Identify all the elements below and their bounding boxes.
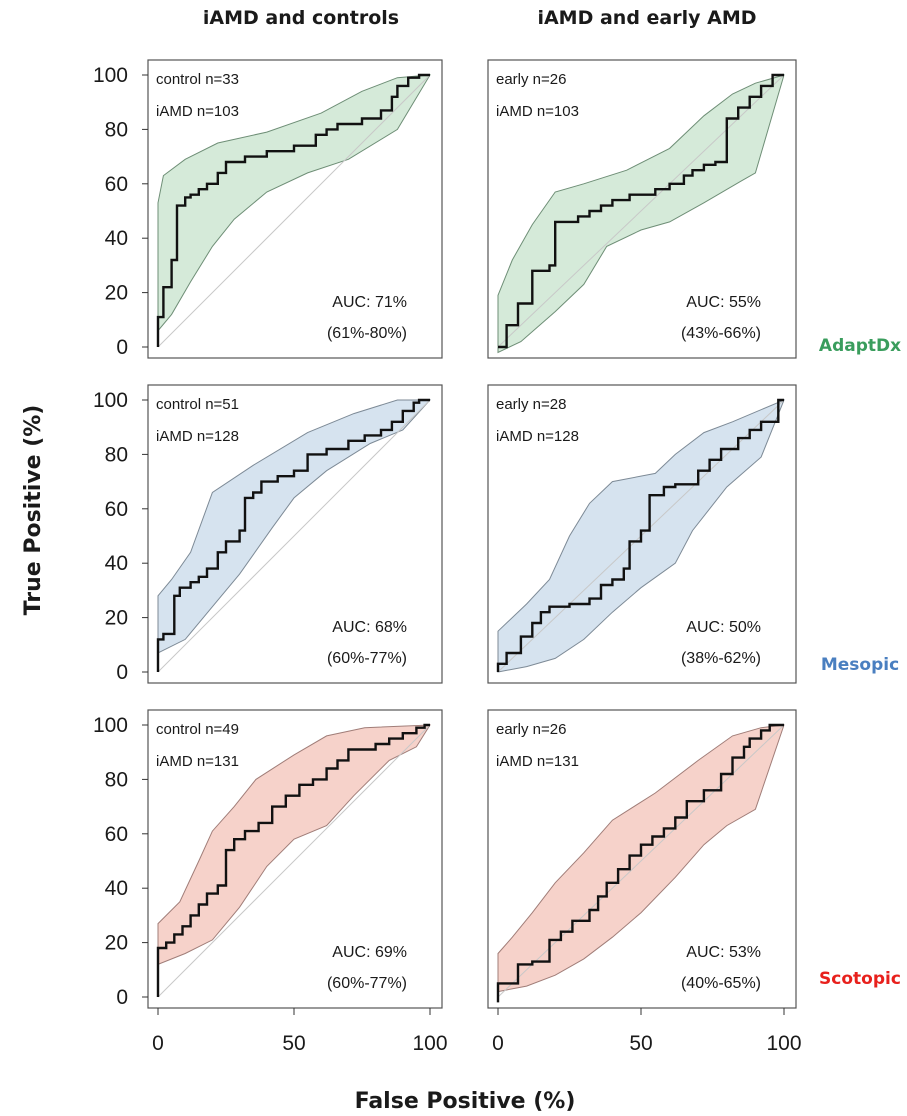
y-tick-label: 40 [105, 552, 128, 575]
y-tick-label: 80 [105, 768, 128, 791]
auc-label: AUC: 55% [686, 294, 761, 311]
roc-curve [496, 398, 784, 672]
iamd-count-label: iAMD n=103 [156, 103, 239, 120]
iamd-count-label: iAMD n=128 [156, 428, 239, 445]
group-count-label: early n=26 [496, 721, 566, 738]
auc-ci-label: (43%-66%) [681, 325, 761, 342]
x-tick-label: 100 [766, 1032, 801, 1055]
roc-curve [156, 73, 430, 347]
group-count-label: control n=49 [156, 721, 239, 738]
panels: control n=33 iAMD n=103 AUC: 71% (61%-80%) 0… [93, 59, 802, 1055]
chance-diagonal [157, 724, 431, 998]
chance-diagonal [497, 74, 785, 348]
chance-diagonal [497, 724, 785, 998]
auc-label: AUC: 68% [332, 619, 407, 636]
x-tick-label: 0 [152, 1032, 164, 1055]
auc-label: AUC: 53% [686, 944, 761, 961]
y-tick-label: 0 [116, 661, 128, 684]
row-label-adaptdx: AdaptDx [819, 336, 901, 356]
auc-label: AUC: 71% [332, 294, 407, 311]
row-label-scotopic: Scotopic [819, 969, 901, 989]
iamd-count-label: iAMD n=131 [156, 753, 239, 770]
column-title-controls: iAMD and controls [203, 7, 399, 29]
group-count-label: control n=51 [156, 396, 239, 413]
confidence-band [157, 724, 431, 966]
roc-panel: early n=28 iAMD n=128 AUC: 50% (38%-62%) [487, 384, 797, 684]
x-tick-label: 50 [282, 1032, 305, 1055]
roc-panel: control n=33 iAMD n=103 AUC: 71% (61%-80%) 0… [93, 59, 443, 359]
auc-ci-label: (60%-77%) [327, 975, 407, 992]
y-tick-label: 0 [116, 336, 128, 359]
iamd-count-label: iAMD n=128 [496, 428, 579, 445]
roc-curve [156, 398, 430, 672]
auc-ci-label: (61%-80%) [327, 325, 407, 342]
row-label-mesopic: Mesopic [821, 655, 899, 675]
group-count-label: control n=33 [156, 71, 239, 88]
y-tick-label: 100 [93, 714, 128, 737]
y-tick-label: 40 [105, 877, 128, 900]
y-tick-label: 100 [93, 389, 128, 412]
auc-label: AUC: 50% [686, 619, 761, 636]
confidence-band [497, 74, 785, 354]
y-tick-label: 20 [105, 932, 128, 955]
roc-panel: control n=51 iAMD n=128 AUC: 68% (60%-77%) 0… [93, 384, 443, 684]
roc-curve [498, 73, 784, 349]
x-tick-label: 100 [412, 1032, 447, 1055]
y-tick-label: 60 [105, 823, 128, 846]
roc-curve [496, 723, 784, 1003]
iamd-count-label: iAMD n=103 [496, 103, 579, 120]
roc-panel: early n=26 iAMD n=103 AUC: 55% (43%-66%) [487, 59, 797, 359]
confidence-band [497, 724, 785, 993]
y-tick-label: 60 [105, 498, 128, 521]
roc-panel: early n=26 iAMD n=131 AUC: 53% (40%-65%) 0 50… [487, 709, 802, 1055]
y-tick-label: 100 [93, 64, 128, 87]
auc-ci-label: (40%-65%) [681, 975, 761, 992]
group-count-label: early n=26 [496, 71, 566, 88]
iamd-count-label: iAMD n=131 [496, 753, 579, 770]
y-tick-label: 40 [105, 227, 128, 250]
x-tick-label: 50 [629, 1032, 652, 1055]
y-tick-label: 0 [116, 986, 128, 1009]
y-tick-label: 80 [105, 443, 128, 466]
y-tick-label: 20 [105, 282, 128, 305]
y-tick-label: 80 [105, 118, 128, 141]
chance-diagonal [157, 399, 431, 673]
confidence-band [157, 74, 431, 333]
chance-diagonal [157, 74, 431, 348]
column-title-early-amd: iAMD and early AMD [537, 7, 756, 29]
y-tick-label: 60 [105, 173, 128, 196]
x-tick-label: 0 [492, 1032, 504, 1055]
auc-ci-label: (38%-62%) [681, 650, 761, 667]
group-count-label: early n=28 [496, 396, 566, 413]
y-axis-label: True Positive (%) [21, 405, 46, 616]
y-tick-label: 20 [105, 607, 128, 630]
auc-ci-label: (60%-77%) [327, 650, 407, 667]
roc-panel: control n=49 iAMD n=131 AUC: 69% (60%-77%) 0… [93, 709, 448, 1055]
confidence-band [157, 399, 432, 654]
auc-label: AUC: 69% [332, 944, 407, 961]
x-axis-label: False Positive (%) [355, 1089, 576, 1114]
roc-curve [156, 723, 430, 997]
